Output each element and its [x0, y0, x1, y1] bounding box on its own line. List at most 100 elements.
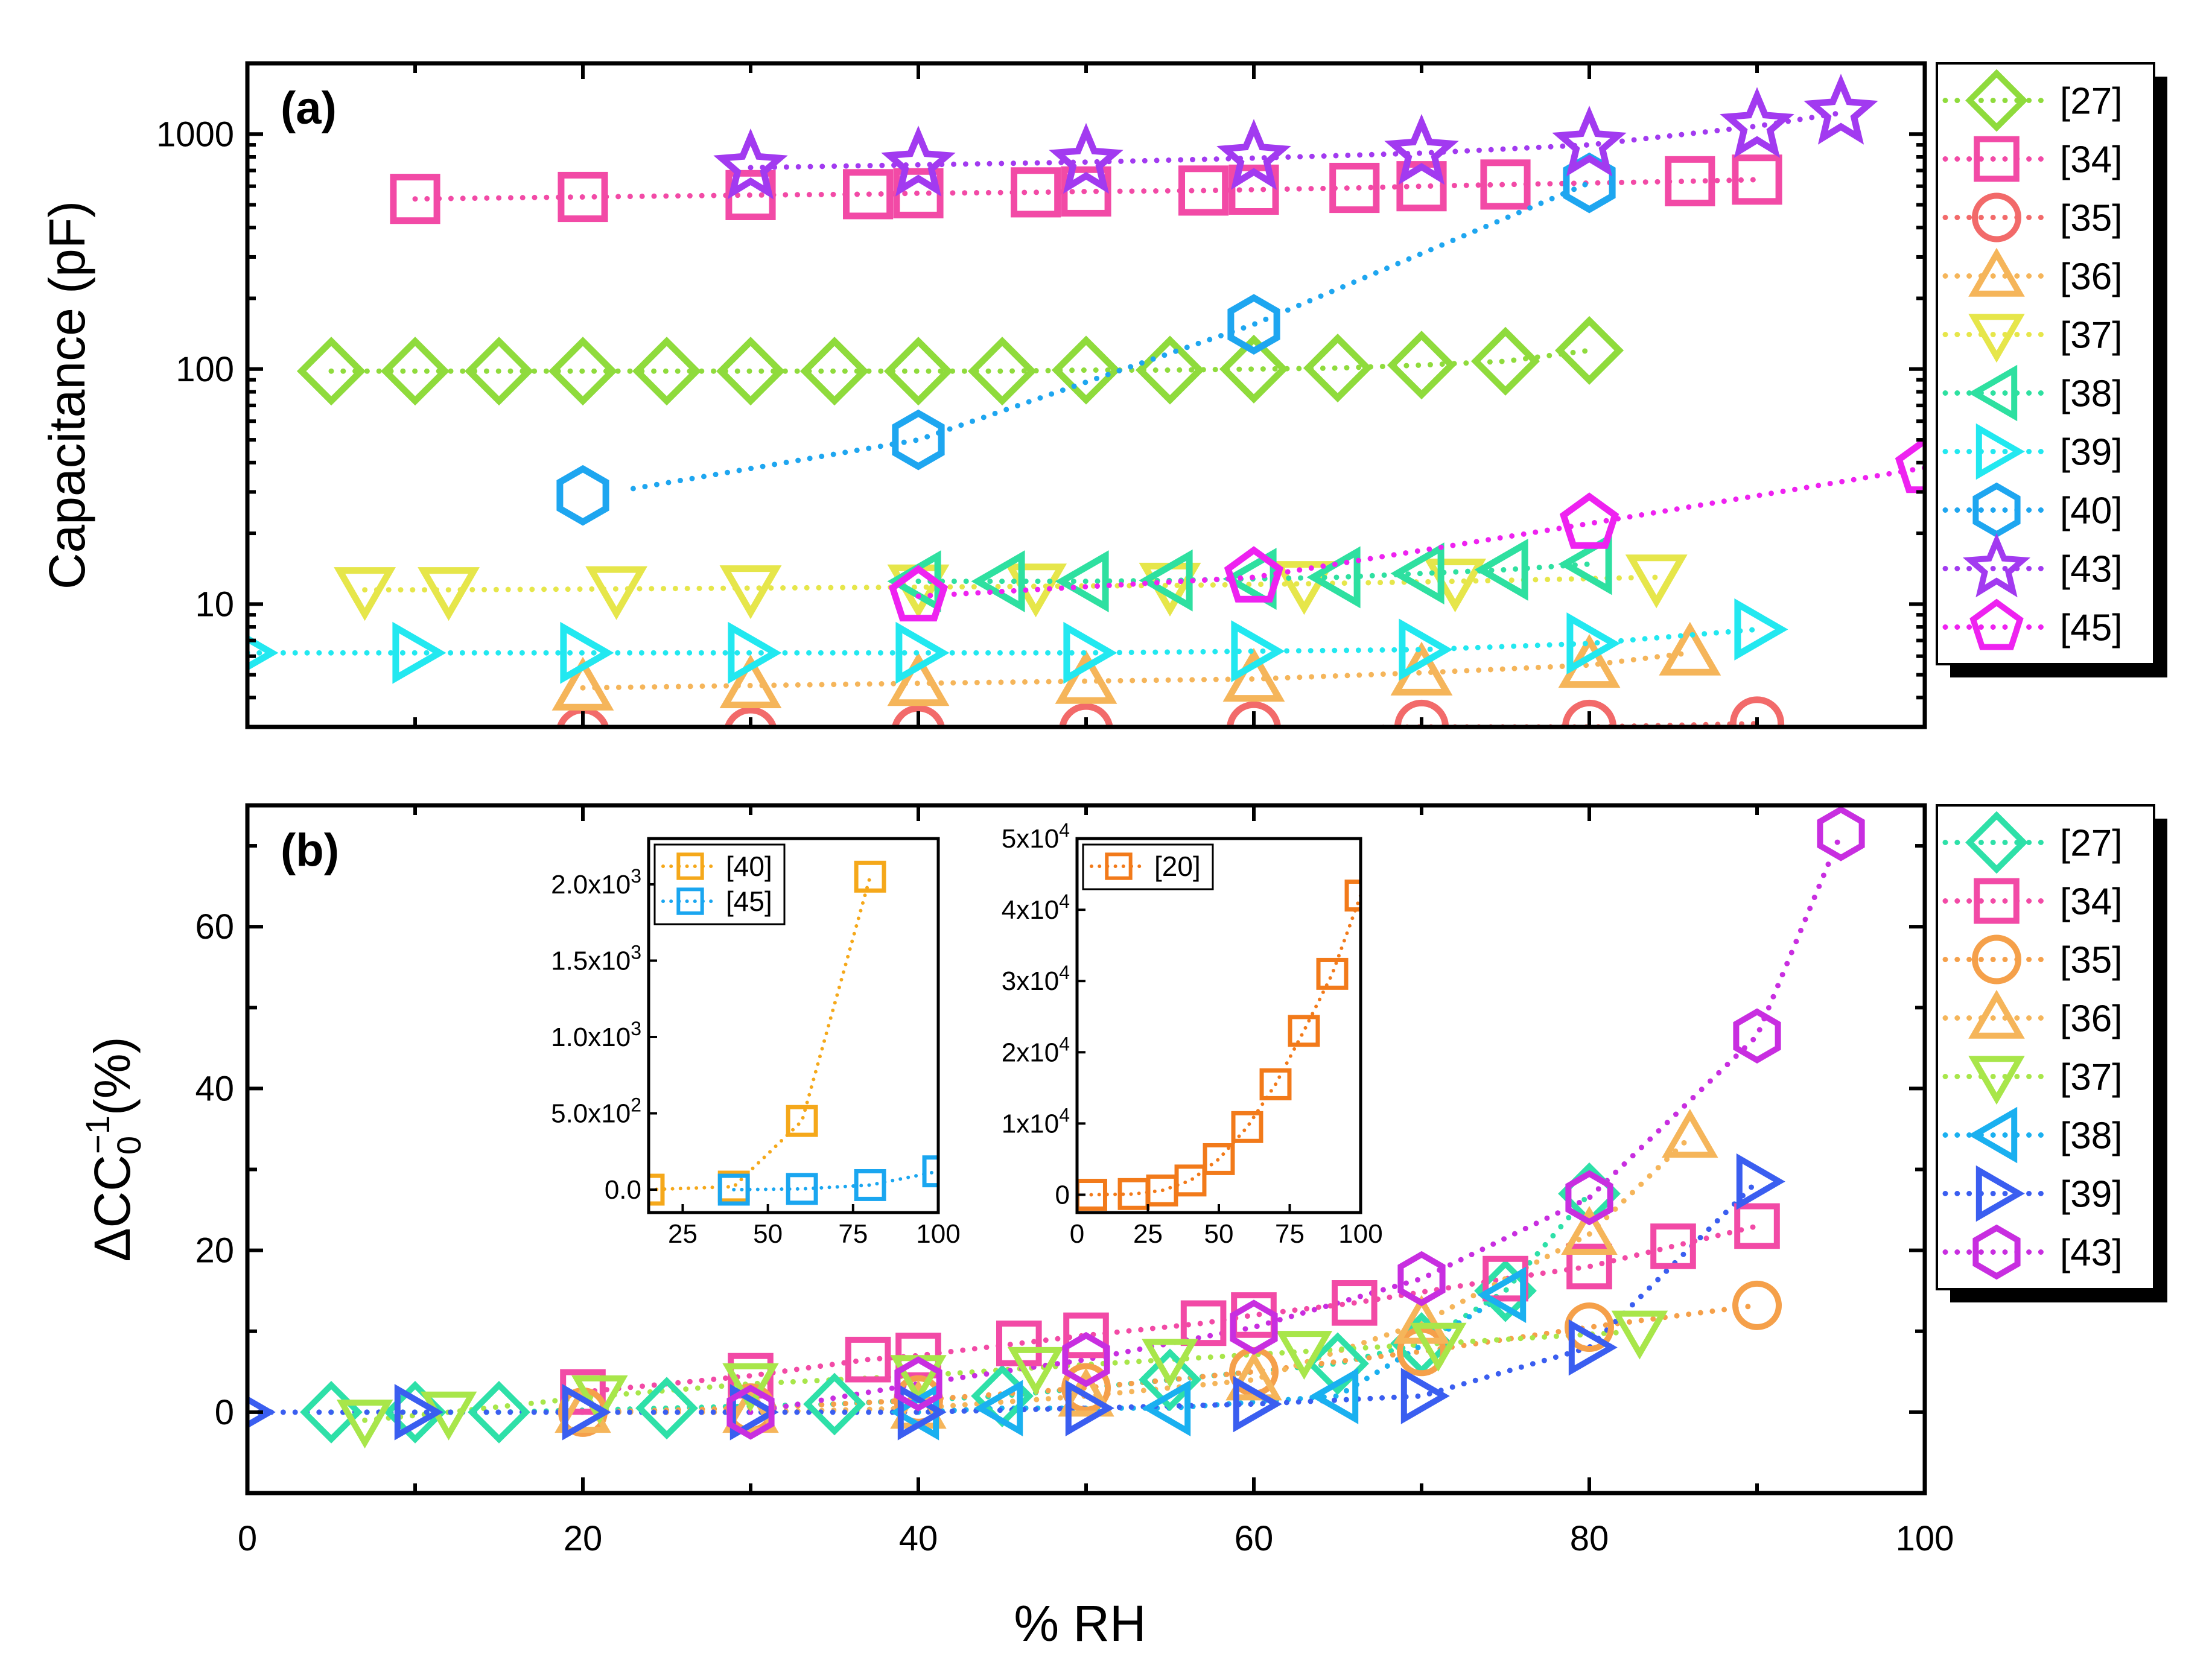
series-[39]-point-4: [897, 1384, 947, 1441]
inset-1-xtick-label: 100: [916, 1219, 960, 1249]
series-[36]-point-3: [1055, 650, 1117, 704]
series-[38]-point-3: [1139, 549, 1193, 612]
inset-1-legend: [40] [45]: [653, 843, 786, 925]
legend-label: [39]: [2060, 1174, 2122, 1216]
series-[43]-point-3: [1216, 119, 1291, 190]
inset-2-series: [1077, 880, 1361, 1211]
legend-marker-[37]: [1968, 314, 2025, 363]
series-[34]-point-2: [845, 1336, 891, 1383]
series-[35]-point-6: [1565, 1302, 1614, 1353]
series-line-[43]: [748, 110, 1844, 171]
inset-series-[40]-point-3: [854, 860, 886, 893]
inset-2-ytick-label: 3x104: [1002, 962, 1070, 996]
panel-b-y-axis-title: ΔCC0−1(%): [78, 1036, 148, 1261]
panel-b-series: [247, 806, 1865, 1449]
inset-1-ytick-label: 1.0x103: [551, 1018, 641, 1052]
series-line-[34]: [412, 177, 1760, 202]
series-[43]-point-2: [1049, 122, 1123, 194]
inset-series-[40]-point-2: [786, 1105, 818, 1137]
series-[38]-point-2: [1055, 550, 1109, 613]
series-[34]-point-1: [558, 171, 608, 223]
series-[34]-point-5: [1063, 1312, 1109, 1359]
legend-label: [39]: [2060, 432, 2122, 474]
series-[34]-point-6: [1180, 1300, 1227, 1346]
legend-panel-a: [27] [34] [35] [36] [37] [38] [39] [40] [43] [45]: [1936, 62, 2167, 677]
series-[39]-point-0: [247, 1395, 276, 1429]
series-[36]-point-6: [1561, 1205, 1618, 1255]
series-[39]-point-5: [1065, 1380, 1114, 1436]
series-[40]-point-2: [1227, 294, 1280, 355]
inset-2-ytick-label: 4x104: [1002, 890, 1070, 925]
legend-marker-[34]: [1974, 878, 2020, 924]
inset-series-[45]-point-0: [717, 1173, 750, 1206]
inset-2-ytick-label: 5x104: [1002, 819, 1070, 854]
series-[34]-point-12: [1665, 156, 1715, 207]
series-[43]-point-4: [1397, 1251, 1446, 1307]
series-[39]-point-4: [895, 621, 950, 684]
series-[43]-point-1: [881, 125, 956, 197]
series-[35]-point-1: [724, 706, 777, 727]
legend-label: [43]: [2060, 1232, 2122, 1274]
x-tick-label: 100: [1896, 1519, 1954, 1558]
panel-b-ytick-label: 40: [195, 1069, 234, 1108]
series-[39]-point-8: [1568, 1319, 1618, 1376]
series-[35]-point-7: [1732, 1280, 1782, 1330]
series-[45]-point-2: [1559, 492, 1619, 549]
legend-marker-[35]: [1972, 934, 2021, 985]
series-[37]-point-0: [336, 1400, 393, 1449]
panel-b-ytick-label: 0: [215, 1393, 234, 1432]
legend-marker-[39]: [1975, 423, 2025, 480]
inset-1-series: [649, 860, 938, 1206]
series-[27]-point-9: [1051, 335, 1121, 405]
series-[35]-point-7: [1729, 696, 1785, 727]
x-tick-label: 0: [238, 1519, 257, 1558]
legend-marker-[37]: [1968, 1056, 2025, 1105]
series-[34]-point-10: [1566, 1243, 1612, 1290]
legend-marker-[43]: [1962, 533, 2031, 598]
panel-a-ytick-label: 100: [176, 350, 234, 389]
series-[38]-point-2: [1142, 1380, 1191, 1436]
series-[35]-point-4: [1226, 701, 1282, 727]
inset-legend-label: [45]: [726, 886, 772, 917]
legend-marker-[43]: [1972, 1224, 2021, 1280]
legend-label: [34]: [2060, 881, 2122, 923]
inset-1-xtick-label: 25: [668, 1219, 698, 1249]
inset-series-[20]-point-7: [1288, 1015, 1320, 1047]
inset-2-xtick-label: 0: [1070, 1219, 1084, 1249]
series-[45]-point-3: [1895, 436, 1925, 493]
series-[27]-point-3: [548, 337, 618, 406]
series-[27]-point-6: [1139, 1348, 1201, 1412]
series-[27]-point-12: [1303, 334, 1373, 403]
legend-marker-[38]: [1968, 364, 2018, 422]
series-[45]-point-0: [888, 565, 949, 622]
x-tick-label: 80: [1570, 1519, 1609, 1558]
series-[35]-point-2: [891, 705, 946, 727]
series-[38]-point-7: [1474, 538, 1528, 601]
inset-plot-1: 25 50 75 100 0.0 5.0x102 1.0x103 1.5x103 2.0x103…: [551, 837, 961, 1249]
inset-2-ytick-label: 0: [1055, 1180, 1070, 1210]
series-[36]-point-7: [1662, 1109, 1718, 1158]
series-[38]-point-6: [1390, 542, 1444, 605]
series-[43]-point-3: [1230, 1299, 1278, 1355]
series-[40]-point-0: [556, 465, 609, 526]
series-[43]-point-0: [713, 128, 788, 200]
series-[36]-point-2: [887, 652, 950, 706]
legend-label: [37]: [2060, 315, 2122, 357]
panel-a-series: [247, 74, 1925, 727]
series-[27]-point-7: [1306, 1332, 1369, 1395]
legend-label: [38]: [2060, 1115, 2122, 1157]
series-[34]-point-13: [1732, 154, 1782, 205]
series-[27]-point-4: [803, 1372, 866, 1436]
series-[34]-point-9: [1329, 162, 1380, 214]
series-[27]-point-8: [967, 337, 1037, 406]
legend-label: [27]: [2060, 823, 2122, 864]
series-[37]-point-2: [585, 566, 648, 620]
inset-2-xtick-label: 100: [1338, 1219, 1382, 1249]
series-[37]-point-9: [1611, 1310, 1668, 1360]
legend-marker-[39]: [1975, 1165, 2025, 1222]
series-[37]-point-9: [1625, 554, 1688, 609]
series-[39]-point-2: [560, 621, 614, 684]
series-[43]-point-7: [1817, 806, 1865, 861]
series-[39]-point-7: [1400, 1368, 1450, 1424]
inset-2-ytick-label: 1x104: [1002, 1104, 1070, 1138]
